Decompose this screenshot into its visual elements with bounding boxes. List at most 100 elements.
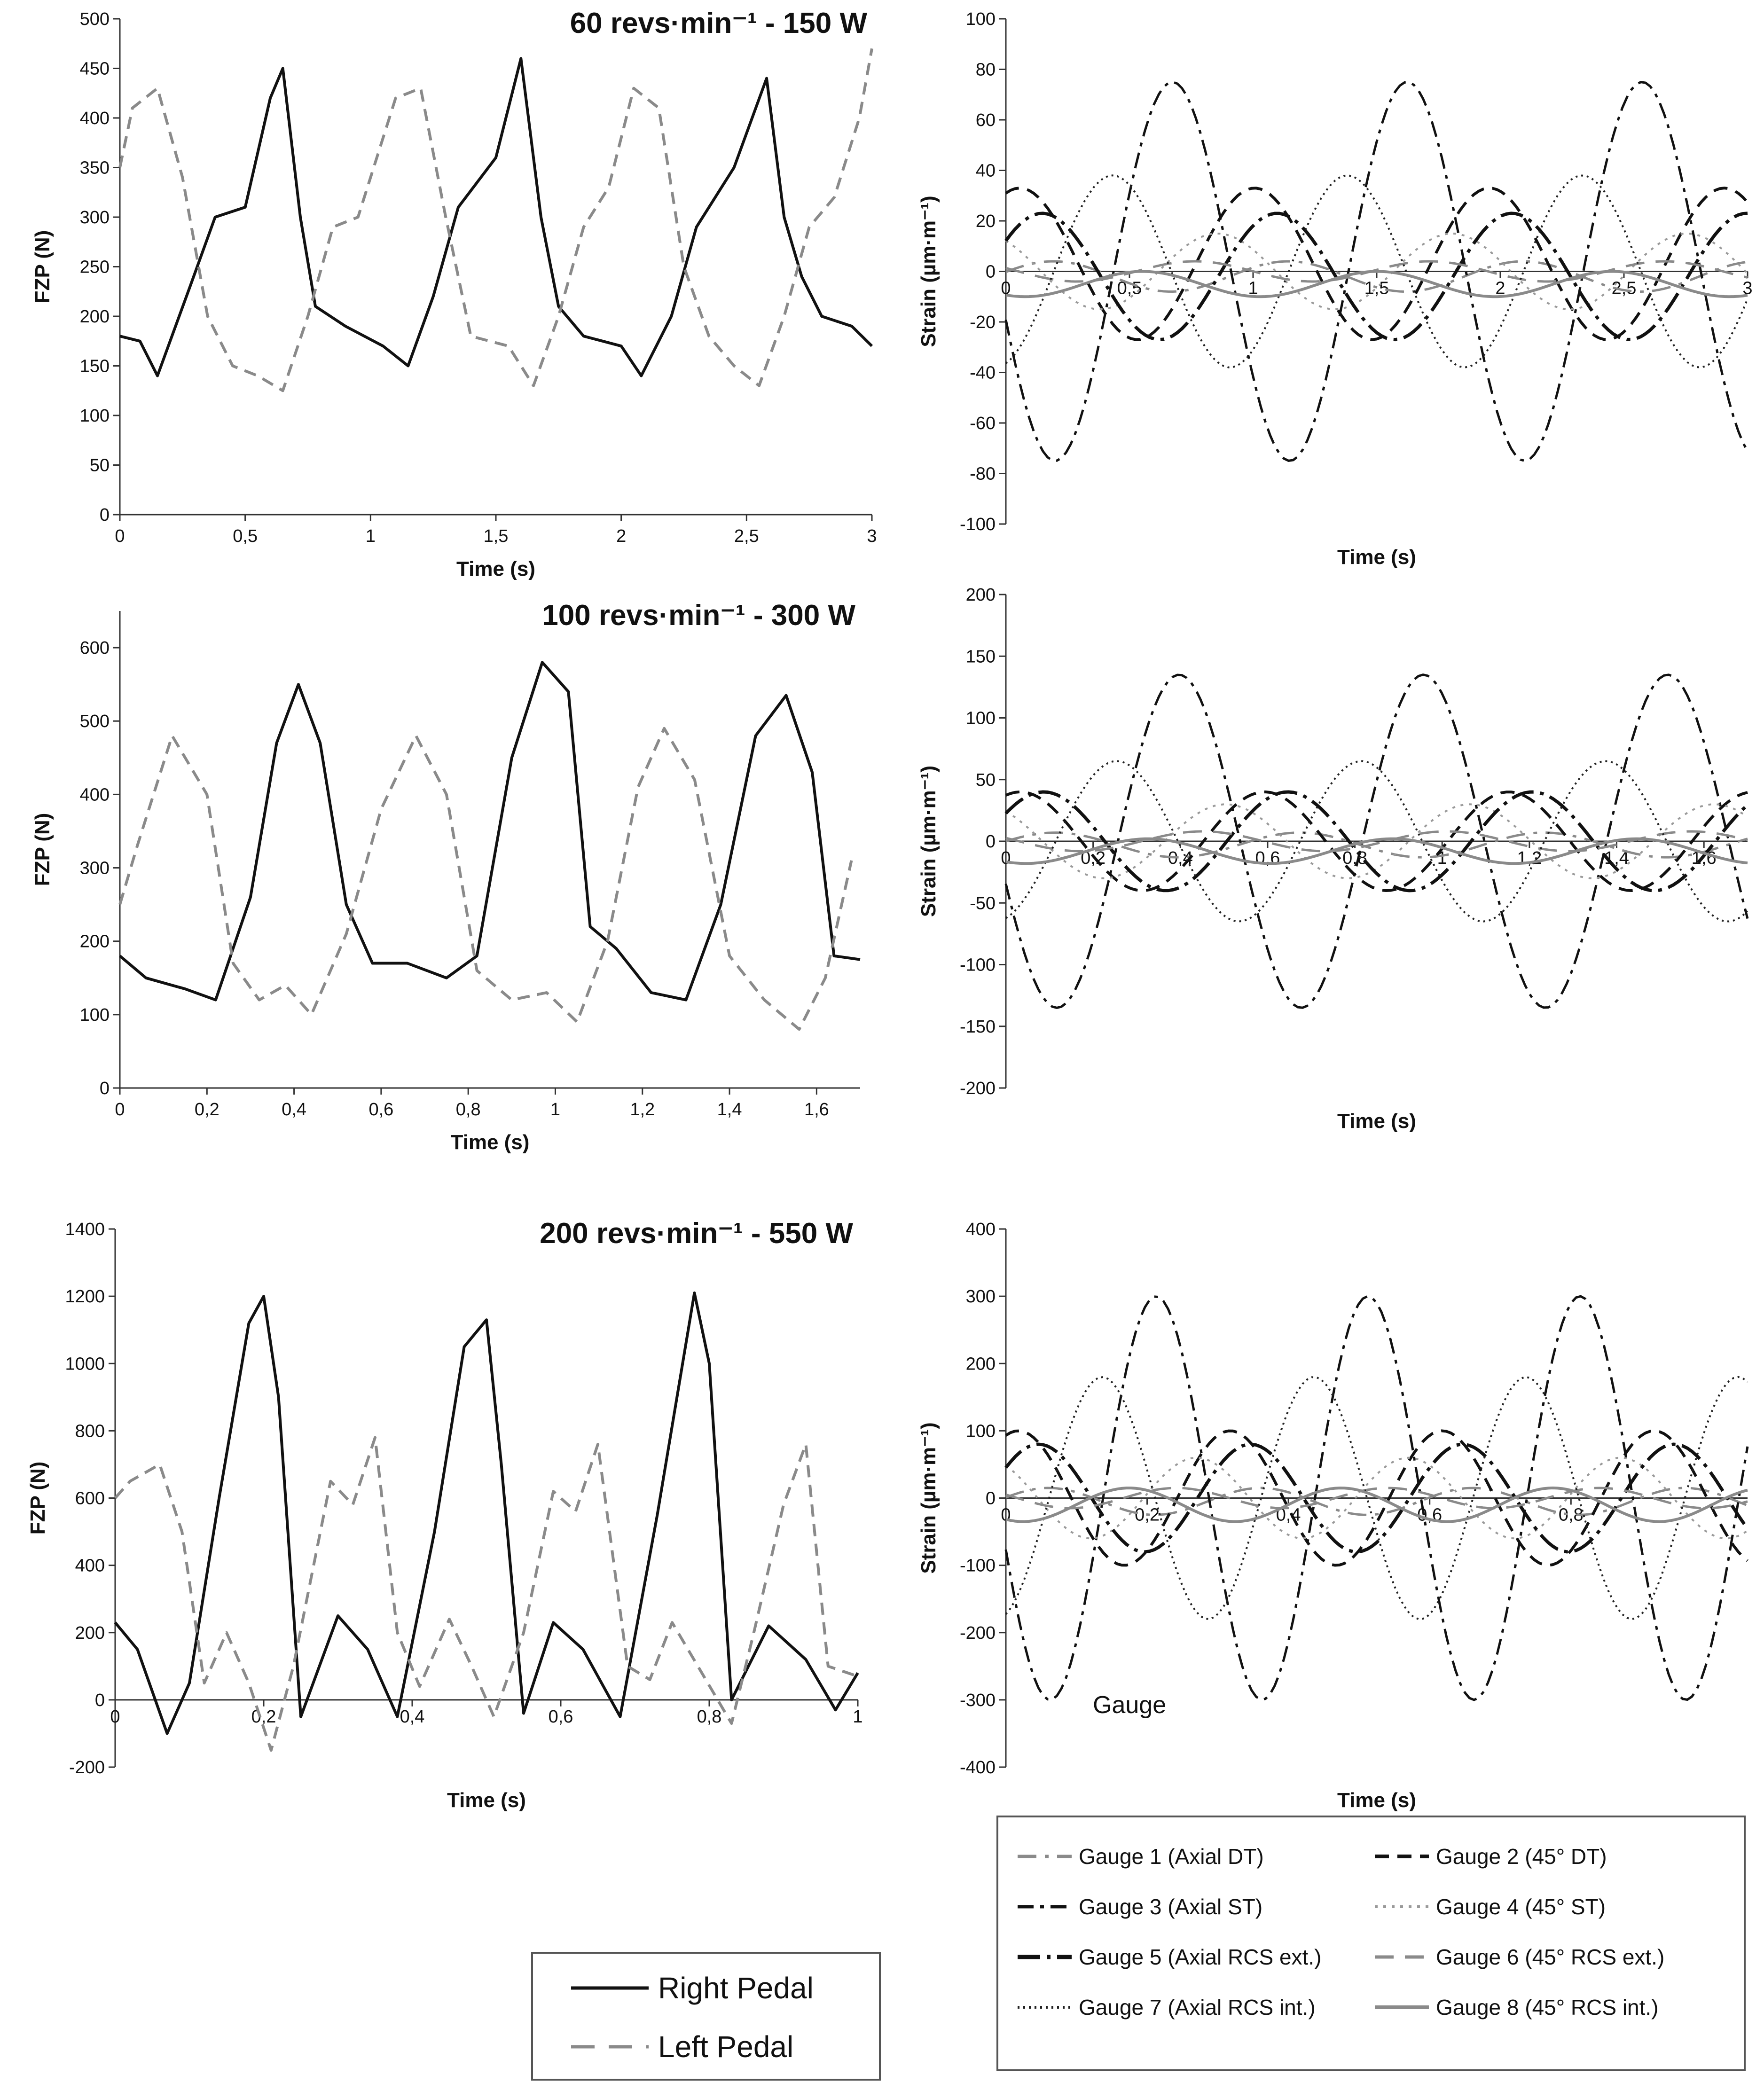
series-gauge-3-axial-st — [1004, 1295, 1749, 1701]
x-axis-label: Time (s) — [1337, 1110, 1416, 1133]
x-tick-label: 0,2 — [251, 1707, 276, 1727]
pedal-legend: Right Pedal Left Pedal — [531, 1952, 881, 2081]
y-tick-label: 400 — [80, 109, 110, 128]
y-tick-label: 100 — [966, 709, 996, 728]
series-gauge-7-axial-rcs-int — [1005, 760, 1748, 923]
chart-title: 200 revs·min⁻¹ - 550 W — [540, 1217, 853, 1250]
x-tick-label: 1,5 — [484, 526, 509, 546]
y-tick-label: 600 — [75, 1489, 105, 1509]
y-tick-label: 40 — [976, 161, 996, 181]
y-tick-label: 250 — [80, 258, 110, 277]
y-tick-label: 100 — [80, 406, 110, 426]
y-tick-label: -50 — [970, 893, 996, 913]
x-tick-label: 0,2 — [195, 1100, 220, 1119]
y-tick-label: -200 — [69, 1758, 105, 1777]
x-tick-label: 1 — [366, 526, 376, 546]
series-gauge-1-axial-dt — [1005, 831, 1748, 859]
legend-label-gauge-3-axial-st: Gauge 3 (Axial ST) — [1079, 1894, 1262, 1919]
x-tick-label: 0 — [1001, 279, 1011, 298]
y-tick-label: -200 — [960, 1623, 996, 1643]
y-tick-label: 100 — [80, 1005, 110, 1025]
y-tick-label: 300 — [966, 1287, 996, 1307]
x-tick-label: 2 — [1495, 279, 1505, 298]
x-tick-label: 0 — [1001, 1505, 1011, 1525]
y-tick-label: -40 — [970, 363, 996, 383]
y-axis-label: FZP (N) — [31, 230, 54, 304]
y-tick-label: -80 — [970, 464, 996, 484]
y-axis-label: Strain (µm·m⁻¹) — [917, 196, 940, 347]
y-axis-label: FZP (N) — [26, 1462, 49, 1535]
y-tick-label: -100 — [960, 955, 996, 975]
y-axis-label: Strain (µm·m⁻¹) — [917, 1422, 940, 1573]
x-axis-label: Time (s) — [1337, 546, 1416, 569]
y-tick-label: 800 — [75, 1421, 105, 1441]
series-gauge-2-45-dt — [1005, 790, 1748, 892]
gauge-legend: Gauge 1 (Axial DT) Gauge 2 (45° DT) Gauge … — [996, 1816, 1746, 2071]
y-tick-label: 500 — [80, 9, 110, 29]
x-tick-label: 0,6 — [368, 1100, 393, 1119]
x-tick-label: 0 — [115, 1100, 125, 1119]
y-tick-label: 150 — [966, 647, 996, 666]
series-gauge-6-45-rcs-ext — [1005, 830, 1748, 853]
x-tick-label: 1,2 — [630, 1100, 655, 1119]
x-tick-label: 0,8 — [456, 1100, 481, 1119]
y-tick-label: 0 — [95, 1691, 105, 1710]
y-tick-label: 0 — [100, 1079, 110, 1098]
legend-label-gauge-5-axial-rcs-ext: Gauge 5 (Axial RCS ext.) — [1079, 1945, 1321, 1969]
legend-label-left-pedal: Left Pedal — [658, 2030, 793, 2064]
series-gauge-7-axial-rcs-int — [1005, 174, 1748, 368]
series-gauge-3-axial-st — [1004, 80, 1749, 462]
series-gauge-4-45-st — [1005, 1456, 1748, 1540]
x-tick-label: 3 — [1742, 279, 1752, 298]
x-tick-label: 0,4 — [282, 1100, 306, 1119]
x-tick-label: 0,6 — [1255, 848, 1280, 868]
legend-label-gauge-6-45-rcs-ext: Gauge 6 (45° RCS ext.) — [1436, 1945, 1664, 1969]
y-tick-label: 450 — [80, 59, 110, 79]
panel-force-100: 0 100 200 300 400 500 600 0 0,2 0,4 0,6 0,8 1 1,2 1,4 1… — [31, 599, 861, 1154]
y-tick-label: 500 — [80, 712, 110, 731]
series-gauge-8-45-rcs-int — [1005, 270, 1748, 298]
legend-label-right-pedal: Right Pedal — [658, 1971, 814, 2005]
x-tick-label: 1 — [550, 1100, 560, 1119]
y-tick-label: 1200 — [65, 1287, 105, 1307]
y-tick-label: 1000 — [65, 1354, 105, 1374]
y-tick-label: 300 — [80, 208, 110, 227]
y-tick-label: 400 — [75, 1556, 105, 1576]
legend-label-gauge-7-axial-rcs-int: Gauge 7 (Axial RCS int.) — [1079, 1995, 1316, 2020]
series-right-pedal — [119, 57, 873, 377]
chart-title: 60 revs·min⁻¹ - 150 W — [570, 7, 868, 39]
y-tick-label: 20 — [976, 211, 996, 231]
y-tick-label: -150 — [960, 1017, 996, 1037]
x-tick-label: 0,6 — [549, 1707, 573, 1727]
x-tick-label: 3 — [867, 526, 877, 546]
x-tick-label: 0,5 — [1117, 279, 1142, 298]
y-axis-label: FZP (N) — [31, 813, 54, 886]
x-tick-label: 2,5 — [734, 526, 759, 546]
x-tick-label: 2 — [616, 526, 626, 546]
series-gauge-5-axial-rcs-ext — [1004, 790, 1749, 892]
y-tick-label: -200 — [960, 1079, 996, 1098]
x-tick-label: 0 — [115, 526, 125, 546]
x-tick-label: 1,6 — [804, 1100, 829, 1119]
x-axis-label: Time (s) — [1337, 1789, 1416, 1812]
series-gauge-2-45-dt — [1005, 187, 1749, 341]
x-tick-label: 0 — [1001, 848, 1011, 868]
legend-label-gauge-8-45-rcs-int: Gauge 8 (45° RCS int.) — [1436, 1995, 1659, 2020]
legend-label-gauge-1-axial-dt: Gauge 1 (Axial DT) — [1079, 1844, 1264, 1869]
series-gauge-7-axial-rcs-int — [1005, 1376, 1748, 1620]
series-gauge-5-axial-rcs-ext — [1004, 1442, 1749, 1554]
series-gauge-5-axial-rcs-ext — [1004, 211, 1748, 342]
x-tick-label: 0,5 — [233, 526, 258, 546]
y-tick-label: -20 — [970, 313, 996, 332]
y-tick-label: -400 — [960, 1758, 996, 1777]
x-tick-label: 1 — [853, 1707, 862, 1727]
y-tick-label: 200 — [966, 1354, 996, 1374]
x-tick-label: 0,8 — [697, 1707, 722, 1727]
legend-label-gauge-4-45-st: Gauge 4 (45° ST) — [1436, 1894, 1606, 1919]
x-axis-label: Time (s) — [447, 1789, 526, 1812]
x-axis-label: Time (s) — [456, 557, 535, 580]
y-tick-label: -300 — [960, 1691, 996, 1710]
y-tick-label: 50 — [976, 770, 996, 790]
